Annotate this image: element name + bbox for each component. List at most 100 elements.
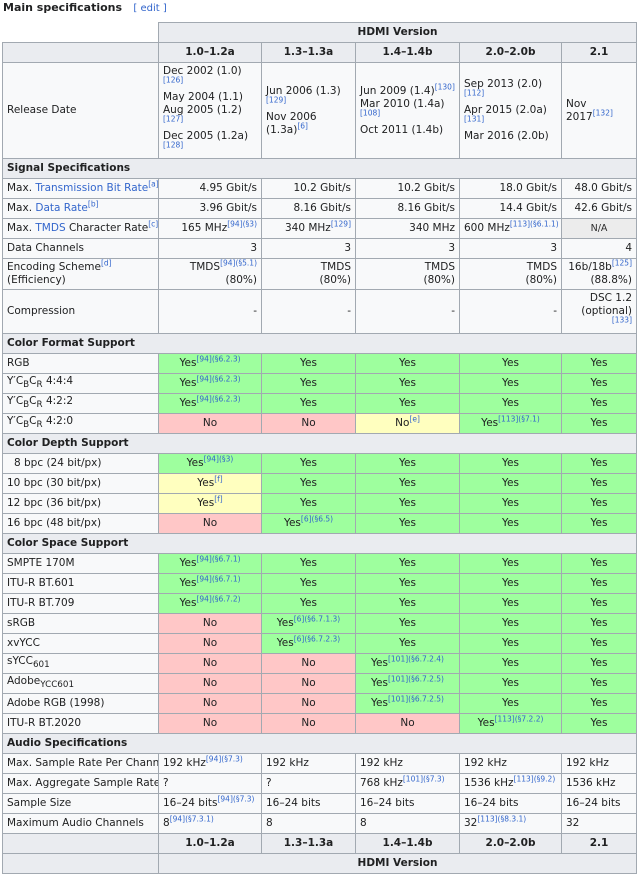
label-text: Y′: [7, 414, 16, 427]
audio-cell: 192 kHz[94](§7.3): [158, 753, 262, 774]
section-sup: (§7.3): [232, 794, 255, 804]
value-cell: TMDS (80%): [261, 258, 356, 290]
section-header: Signal Specifications: [2, 158, 637, 179]
support-value: Yes: [590, 377, 608, 389]
corner-cell: [2, 833, 159, 854]
row-label: Y′CBCR 4:4:4: [2, 373, 159, 394]
reference-sup[interactable]: [101]: [402, 774, 424, 784]
support-cell: Yes: [459, 473, 562, 494]
value-line: (optional)[133]: [566, 305, 632, 331]
version-header: 1.3–1.3a: [261, 833, 356, 854]
reference-sup[interactable]: [129]: [330, 219, 351, 229]
support-cell: Yes[6](§6.5): [261, 513, 356, 534]
reference-sup[interactable]: [113]: [498, 414, 519, 424]
reference-sup[interactable]: [94]: [169, 814, 186, 824]
reference-sup[interactable]: [f]: [214, 474, 223, 484]
reference-sup[interactable]: [94]: [217, 794, 233, 804]
support-value: Yes: [502, 377, 519, 389]
reference-sup[interactable]: [129]: [266, 95, 287, 104]
value-text: 16–24 bits: [566, 797, 621, 809]
release-date-cell: Dec 2002 (1.0)[126] May 2004 (1.1) Aug 200…: [158, 62, 262, 159]
support-value: Yes: [300, 577, 317, 589]
color-space-row: AdobeYCC601 No No Yes[101](§6.7.2.5) Yes Yes: [2, 673, 637, 694]
reference-sup[interactable]: [6]: [293, 634, 305, 644]
reference-sup[interactable]: [101]: [387, 654, 409, 664]
reference-sup[interactable]: [6]: [293, 614, 305, 624]
support-value: Yes: [399, 597, 416, 609]
reference-sup[interactable]: [132]: [592, 108, 613, 117]
label-link[interactable]: Data Rate: [35, 202, 88, 214]
reference-sup[interactable]: [94]: [203, 454, 219, 464]
support-value: No: [395, 417, 410, 429]
version-header: 2.1: [561, 42, 637, 63]
support-cell: Yes: [561, 633, 637, 654]
color-format-row: Y′CBCR 4:2:2 Yes[94](§6.2.3) Yes Yes Yes Yes: [2, 393, 637, 414]
reference-sup[interactable]: [101]: [387, 674, 409, 684]
release-date-cell: Jun 2009 (1.4)[130] Mar 2010 (1.4a)[108] O…: [355, 62, 460, 159]
reference-sup[interactable]: [94]: [227, 219, 243, 229]
reference-sup[interactable]: [94]: [205, 754, 222, 764]
support-value: Yes: [300, 357, 317, 369]
audio-cell: 1536 kHz: [561, 773, 637, 794]
corner-cell: [2, 42, 159, 63]
row-label: RGB: [2, 353, 159, 374]
support-value: No: [202, 697, 218, 709]
reference-sup[interactable]: [94]: [196, 574, 212, 584]
audio-cell: 16–24 bits: [261, 793, 356, 814]
support-value: Yes: [399, 577, 416, 589]
support-value: Yes: [276, 637, 294, 649]
value-cell: 3: [459, 238, 562, 259]
audio-row: Maximum Audio Channels 8[94](§7.3.1) 8 8 32[…: [2, 813, 637, 834]
support-value: Yes: [502, 657, 519, 669]
support-value: Yes: [186, 457, 204, 469]
support-value: No: [202, 717, 218, 729]
note-sup[interactable]: [a]: [148, 179, 159, 189]
reference-sup[interactable]: [108]: [360, 108, 381, 117]
reference-sup[interactable]: [127]: [163, 114, 184, 124]
label-link[interactable]: Transmission Bit Rate: [35, 182, 149, 194]
reference-sup[interactable]: [113]: [494, 714, 515, 724]
reference-sup[interactable]: [131]: [464, 114, 485, 124]
support-cell: Yes: [261, 493, 356, 514]
release-date-line: Oct 2011 (1.4b): [360, 124, 455, 137]
value-line: (88.8%): [590, 274, 632, 286]
reference-sup[interactable]: [126]: [163, 75, 184, 85]
edit-link[interactable]: [ edit ]: [133, 3, 167, 14]
label-link[interactable]: TMDS: [35, 222, 66, 234]
label-text: C: [29, 414, 37, 427]
note-sup[interactable]: [c]: [148, 219, 159, 229]
reference-sup[interactable]: [133]: [611, 315, 632, 325]
reference-sup[interactable]: [6]: [300, 514, 312, 524]
section-sup: (§6.2.3): [211, 374, 241, 384]
row-label: 10 bpc (30 bit/px): [2, 473, 159, 494]
reference-sup[interactable]: [112]: [464, 88, 485, 98]
release-date-text: Dec 2002 (1.0): [163, 65, 242, 77]
reference-sup[interactable]: [f]: [214, 494, 223, 504]
reference-sup[interactable]: [125]: [611, 258, 632, 268]
reference-sup[interactable]: [6]: [297, 121, 308, 130]
note-sup[interactable]: [d]: [100, 258, 112, 268]
support-value: No: [202, 657, 218, 669]
reference-sup[interactable]: [113]: [513, 774, 534, 784]
value-text: 8: [163, 817, 170, 829]
reference-sup[interactable]: [94]: [196, 594, 212, 604]
note-sup[interactable]: [b]: [87, 199, 99, 209]
reference-sup[interactable]: [101]: [387, 694, 409, 704]
reference-sup[interactable]: [94]: [220, 258, 236, 268]
release-date-cell: Nov 2017[132]: [561, 62, 637, 159]
reference-sup[interactable]: [e]: [409, 414, 420, 424]
reference-sup[interactable]: [94]: [196, 394, 212, 404]
reference-sup[interactable]: [130]: [434, 82, 455, 91]
reference-sup[interactable]: [94]: [196, 554, 212, 564]
reference-sup[interactable]: [113]: [477, 814, 498, 824]
audio-cell: 1536 kHz[113](§9.2): [459, 773, 562, 794]
value-text: (optional): [581, 305, 632, 317]
row-label: 12 bpc (36 bit/px): [2, 493, 159, 514]
reference-sup[interactable]: [128]: [163, 140, 184, 150]
reference-sup[interactable]: [113]: [509, 219, 531, 229]
value-line: (80%): [225, 274, 257, 286]
reference-sup[interactable]: [94]: [196, 374, 212, 384]
support-value: Yes: [502, 577, 519, 589]
reference-sup[interactable]: [94]: [196, 354, 212, 364]
support-cell: Yes: [355, 493, 460, 514]
